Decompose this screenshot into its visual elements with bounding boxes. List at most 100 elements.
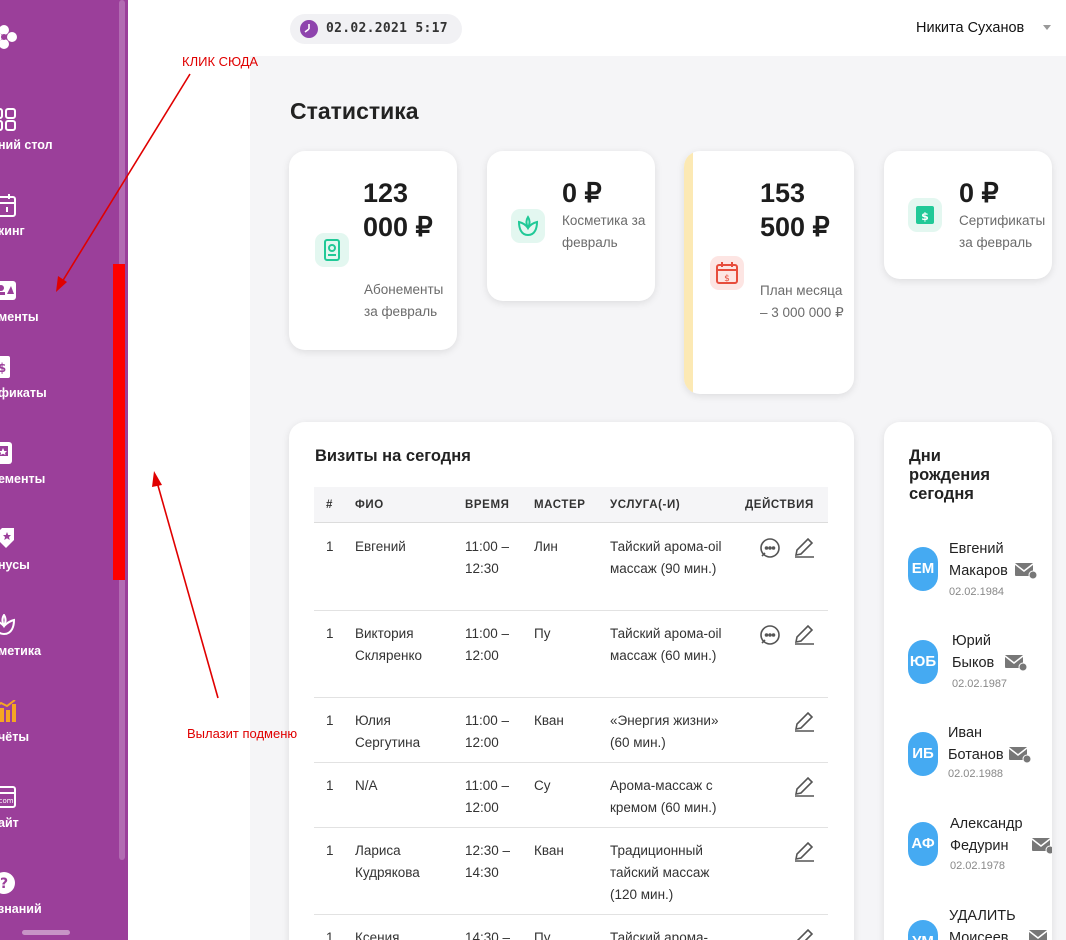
avatar[interactable]: ИБ bbox=[908, 732, 938, 776]
client-name[interactable]: Юлия Сергутина bbox=[355, 713, 421, 750]
master-name: Су bbox=[534, 778, 551, 793]
master-name: Кван bbox=[534, 713, 564, 728]
birthday-date: 02.02.1978 bbox=[950, 860, 1006, 872]
birthday-person-name[interactable]: Александр Федурин bbox=[950, 816, 1023, 854]
sidebar-item-clients[interactable]: менты bbox=[0, 280, 118, 340]
client-name[interactable]: N/A bbox=[355, 778, 378, 793]
sidebar-item-subscriptions[interactable]: ементы bbox=[0, 442, 118, 502]
sidebar: ний стол кинг менты $ фикаты ементы bbox=[0, 0, 128, 940]
column-header: ВРЕМЯ bbox=[465, 499, 510, 511]
sidebar-item-certificates[interactable]: $ фикаты bbox=[0, 356, 118, 416]
avatar[interactable]: АФ bbox=[908, 822, 938, 866]
stat-value: 153 500 ₽ bbox=[760, 178, 830, 242]
table-row[interactable]: 1 N/A 11:00 – 12:00 Су Арома-массаж с кр… bbox=[314, 763, 828, 828]
table-header: # ФИО ВРЕМЯ МАСТЕР УСЛУГА(-И) ДЕЙСТВИЯ bbox=[314, 487, 828, 523]
stat-caption: Абонементы за февраль bbox=[364, 282, 444, 319]
mail-icon[interactable] bbox=[1005, 653, 1027, 671]
sidebar-item-label: ементы bbox=[0, 472, 46, 486]
page-title: Статистика bbox=[290, 98, 419, 124]
birthday-person-name[interactable]: Иван Ботанов bbox=[948, 725, 1004, 763]
clients-icon bbox=[0, 281, 16, 300]
calendar-icon bbox=[0, 194, 16, 217]
row-number: 1 bbox=[326, 539, 334, 554]
table-row[interactable]: 1 Евгений 11:00 – 12:30 Лин Тайский аром… bbox=[314, 524, 828, 611]
mail-icon[interactable] bbox=[1029, 928, 1051, 940]
visit-time: 11:00 – 12:00 bbox=[465, 626, 510, 663]
edit-pencil-icon[interactable] bbox=[793, 536, 815, 558]
svg-text:?: ? bbox=[0, 876, 8, 892]
visit-time: 11:00 – 12:00 bbox=[465, 713, 510, 750]
master-name: Пу bbox=[534, 930, 551, 940]
sidebar-item-reports[interactable]: чёты bbox=[0, 700, 118, 760]
mail-icon[interactable] bbox=[1015, 561, 1037, 579]
birthday-date: 02.02.1987 bbox=[952, 678, 1008, 690]
birthday-person-name[interactable]: УДАЛИТЬ Моисеев bbox=[949, 908, 1016, 940]
visit-time: 14:30 – bbox=[465, 930, 511, 940]
annotation-click-here: КЛИК СЮДА bbox=[182, 54, 259, 69]
avatar[interactable]: ЕМ bbox=[908, 547, 938, 591]
edit-pencil-icon[interactable] bbox=[793, 775, 815, 797]
service-name: Традиционный тайский массаж (120 мин.) bbox=[610, 843, 710, 902]
birthday-date: 02.02.1984 bbox=[949, 586, 1005, 598]
table-row[interactable]: 1 Виктория Скляренко 11:00 – 12:00 Пу Та… bbox=[314, 611, 828, 698]
svg-text:$: $ bbox=[0, 361, 6, 375]
master-name: Пу bbox=[534, 626, 551, 641]
sidebar-item-label: айт bbox=[0, 816, 19, 830]
visits-title: Визиты на сегодня bbox=[315, 447, 471, 465]
avatar[interactable]: ЮБ bbox=[908, 640, 938, 684]
table-row[interactable]: 1 Юлия Сергутина 11:00 – 12:00 Кван «Эне… bbox=[314, 698, 828, 763]
edit-pencil-icon[interactable] bbox=[793, 840, 815, 862]
column-header: # bbox=[326, 499, 333, 511]
birthday-person-name[interactable]: Евгений Макаров bbox=[949, 541, 1008, 579]
edit-pencil-icon[interactable] bbox=[793, 710, 815, 732]
client-name[interactable]: Виктория Скляренко bbox=[355, 626, 423, 663]
sidebar-item-label: нусы bbox=[0, 558, 30, 572]
stat-caption: План месяца – 3 000 000 ₽ bbox=[760, 283, 844, 320]
clock-icon bbox=[300, 20, 318, 38]
calendar-money-icon: $ bbox=[710, 256, 744, 290]
sidebar-item-label: метика bbox=[0, 644, 42, 658]
sidebar-item-bonuses[interactable]: нусы bbox=[0, 528, 118, 588]
sidebar-item-cosmetics[interactable]: метика bbox=[0, 614, 118, 674]
visit-time: 12:30 – 14:30 bbox=[465, 843, 511, 880]
stat-caption: Косметика за февраль bbox=[562, 213, 646, 250]
birthday-person-name[interactable]: Юрий Быков bbox=[952, 633, 995, 671]
sidebar-item-knowledge-base[interactable]: ? знаний bbox=[0, 872, 118, 932]
client-name[interactable]: Евгений bbox=[355, 539, 406, 554]
comment-icon[interactable] bbox=[759, 624, 781, 646]
current-datetime: 02.02.2021 5:17 bbox=[326, 21, 448, 36]
stat-card-subscriptions: 123 000 ₽ Абонементы за февраль bbox=[289, 151, 457, 350]
blank-gap bbox=[128, 0, 250, 940]
stat-card-certificates: $ 0 ₽ Сертификаты за февраль bbox=[884, 151, 1052, 279]
visits-card: Визиты на сегодня # ФИО ВРЕМЯ МАСТЕР УСЛ… bbox=[289, 422, 854, 940]
lotus-icon bbox=[0, 614, 16, 636]
sidebar-horizontal-scrollbar[interactable] bbox=[22, 930, 70, 935]
subscription-icon bbox=[315, 233, 349, 267]
lotus-logo-icon[interactable] bbox=[0, 24, 18, 50]
mail-icon[interactable] bbox=[1009, 745, 1031, 763]
column-header: ДЕЙСТВИЯ bbox=[745, 499, 814, 511]
row-number: 1 bbox=[326, 713, 334, 728]
master-name: Кван bbox=[534, 843, 564, 858]
sidebar-item-dashboard[interactable]: ний стол bbox=[0, 108, 118, 168]
sidebar-item-label: кинг bbox=[0, 224, 25, 238]
edit-pencil-icon[interactable] bbox=[793, 623, 815, 645]
user-menu[interactable]: Никита Суханов bbox=[916, 20, 1025, 36]
table-row[interactable]: 1 Лариса Кудрякова 12:30 – 14:30 Кван Тр… bbox=[314, 828, 828, 915]
sidebar-item-website[interactable]: .com айт bbox=[0, 786, 118, 846]
bonus-icon bbox=[0, 528, 14, 548]
avatar[interactable]: УМ bbox=[908, 920, 938, 940]
chevron-down-icon[interactable] bbox=[1043, 25, 1051, 30]
stat-value: 0 ₽ bbox=[562, 178, 602, 208]
annotation-submenu: Вылазит подменю bbox=[187, 726, 298, 741]
client-name[interactable]: Лариса Кудрякова bbox=[355, 843, 420, 880]
sidebar-item-booking[interactable]: кинг bbox=[0, 194, 118, 254]
svg-text:.com: .com bbox=[0, 797, 14, 805]
row-number: 1 bbox=[326, 626, 334, 641]
comment-icon[interactable] bbox=[759, 537, 781, 559]
client-name[interactable]: Ксения bbox=[355, 930, 400, 940]
stat-caption: Сертификаты за февраль bbox=[959, 213, 1046, 250]
mail-icon[interactable] bbox=[1032, 836, 1052, 854]
table-row[interactable]: 1 Ксения 14:30 – Пу Тайский арома- bbox=[314, 915, 828, 940]
edit-pencil-icon[interactable] bbox=[793, 927, 815, 940]
